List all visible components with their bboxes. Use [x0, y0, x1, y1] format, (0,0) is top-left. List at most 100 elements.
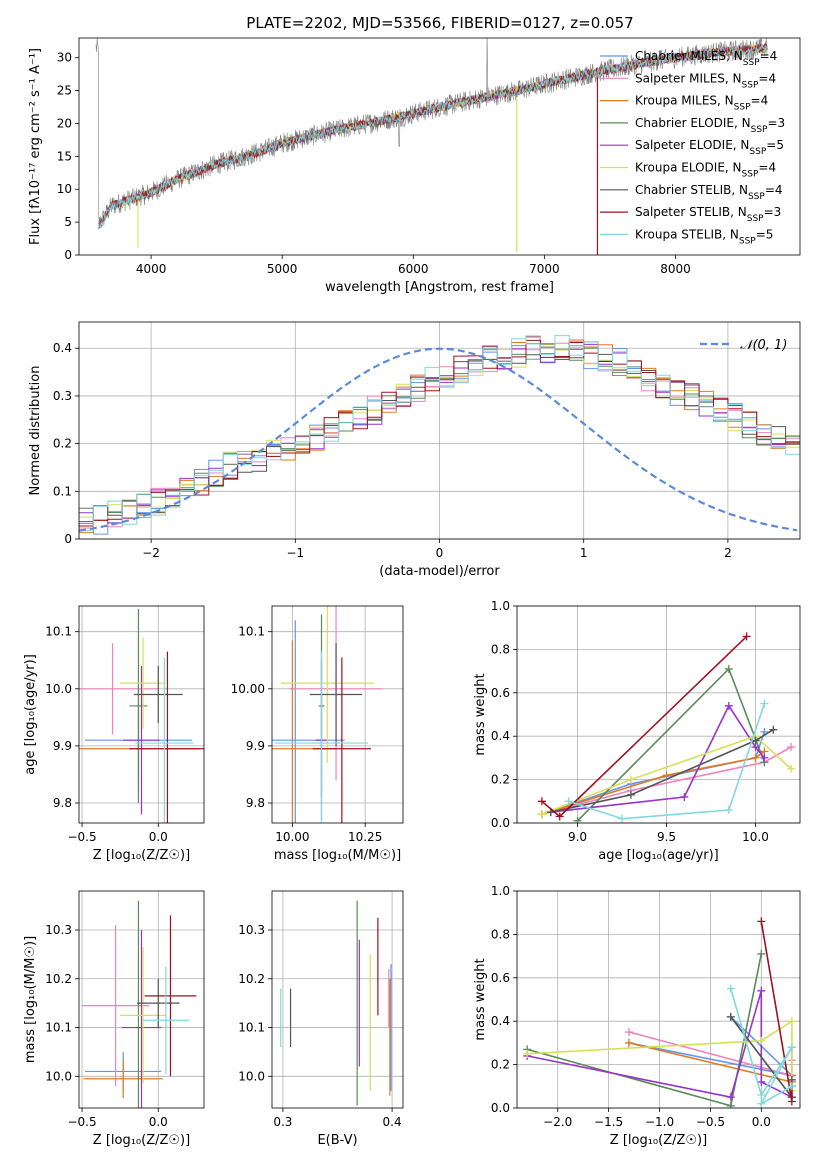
- x-tick-label: 9.5: [657, 830, 676, 844]
- axes-frame: [271, 605, 404, 824]
- grid: [272, 891, 403, 1108]
- y-axis-label: mass weight: [473, 673, 488, 755]
- axes-frame: [78, 605, 205, 824]
- marker-kroupa_elodie: [626, 775, 635, 784]
- marker-kroupa_miles: [662, 771, 671, 780]
- y-axis-label: Normed distribution: [28, 366, 43, 496]
- x-tick-label: 2: [724, 546, 732, 560]
- y-tick-label: 9.8: [246, 796, 265, 810]
- marker-salpeter_stelib: [787, 1097, 796, 1106]
- y-tick-label: 9.9: [53, 739, 72, 753]
- y-axis-label: mass [log₁₀(M/M☉)]: [23, 936, 38, 1063]
- panel-Z_weight: −2.0 −1.5 −1.0 −0.5 0.0 0.0 0.2 0.4 0.6 0.8 1.0 Z […: [473, 884, 801, 1148]
- x-axis-label: Z [log₁₀(Z/Z☉)]: [93, 1133, 190, 1148]
- axes-frame: [78, 321, 801, 540]
- marker-kroupa_stelib: [618, 814, 627, 823]
- y-tick-label: 0.4: [491, 729, 510, 743]
- panels: 4000 5000 6000 7000 8000051015202530waveleng…: [23, 37, 801, 1148]
- grid: [517, 605, 800, 824]
- x-tick-label: 6000: [398, 262, 429, 276]
- marker-salpeter_elodie: [757, 1077, 766, 1086]
- marker-salpeter_elodie: [680, 792, 689, 801]
- x-axis-label: Z [log₁₀(Z/Z☉)]: [93, 848, 190, 863]
- marker-kroupa_stelib: [787, 1082, 796, 1091]
- x-tick-label: 0.3: [273, 1115, 292, 1129]
- legend-label-kroupa_stelib: Kroupa STELIB, NSSP=5: [635, 227, 773, 246]
- x-tick-label: 0.4: [383, 1115, 402, 1129]
- x-tick-label: 5000: [267, 262, 298, 276]
- x-tick-label: 0: [436, 546, 444, 560]
- y-tick-label: 10: [57, 182, 72, 196]
- x-axis-label: E(B-V): [317, 1133, 357, 1148]
- legend-label-chabrier_stelib: Chabrier STELIB, NSSP=4: [635, 183, 783, 202]
- axes-frame: [516, 605, 801, 824]
- y-tick-label: 10.0: [45, 682, 72, 696]
- x-tick-label: 10.00: [275, 830, 309, 844]
- x-tick-label: −2: [142, 546, 160, 560]
- y-tick-label: 1.0: [491, 599, 510, 613]
- y-tick-label: 0.6: [491, 971, 510, 985]
- y-tick-label: 10.0: [238, 1069, 265, 1083]
- legend-label-normal: 𝒩(0, 1): [740, 338, 787, 353]
- y-tick-label: 1.0: [491, 884, 510, 898]
- y-tick-label: 0.8: [491, 927, 510, 941]
- y-tick-label: 0.4: [53, 341, 72, 355]
- y-tick-label: 9.9: [246, 739, 265, 753]
- y-tick-label: 0.6: [491, 686, 510, 700]
- x-tick-label: 7000: [529, 262, 560, 276]
- marker-salpeter_miles: [787, 743, 796, 752]
- y-tick-label: 5: [64, 215, 72, 229]
- marker-kroupa_stelib: [757, 1090, 766, 1099]
- y-tick-label: 25: [57, 84, 72, 98]
- marker-chabrier_elodie: [757, 949, 766, 958]
- y-tick-label: 0.3: [53, 389, 72, 403]
- series-line-chabrier_miles: [541, 731, 766, 816]
- x-tick-label: −1.5: [594, 1115, 623, 1129]
- y-tick-label: 0: [64, 532, 72, 546]
- grid: [79, 322, 800, 540]
- x-tick-label: 9.0: [568, 830, 587, 844]
- marker-salpeter_stelib: [555, 812, 564, 821]
- y-tick-label: 0.2: [491, 773, 510, 787]
- marker-kroupa_elodie: [787, 1017, 796, 1026]
- legend-label-salpeter_elodie: Salpeter ELODIE, NSSP=5: [635, 138, 784, 157]
- marker-kroupa_miles: [624, 1038, 633, 1047]
- marker-kroupa_elodie: [537, 810, 546, 819]
- panel-Z_vs_age: −0.5 0.0 9.8 9.9 10.0 10.1 Z [log₁₀(Z/Z☉)] age …: [23, 605, 205, 863]
- x-tick-label: −1: [286, 546, 304, 560]
- y-axis-label: mass weight: [473, 958, 488, 1040]
- x-axis-label: (data-model)/error: [379, 564, 500, 579]
- marker-kroupa_stelib: [564, 797, 573, 806]
- x-axis-label: age [log₁₀(age/yr)]: [598, 848, 719, 863]
- series-line-kroupa_stelib: [568, 703, 766, 820]
- legend: Chabrier MILES, NSSP=4 Salpeter MILES, NS…: [600, 49, 785, 246]
- y-tick-label: 10.1: [238, 625, 265, 639]
- panel-age_weight: 9.0 9.5 10.0 0.0 0.2 0.4 0.6 0.8 1.0 age [log₁₀(a…: [473, 599, 801, 863]
- marker-kroupa_elodie: [523, 1049, 532, 1058]
- panel-mass_vs_age: 10.00 10.25 9.8 9.9 10.00 10.1 mass [log₁₀(M/M…: [231, 605, 404, 863]
- marker-chabrier_elodie: [726, 1101, 735, 1108]
- x-axis-label: Z [log₁₀(Z/Z☉)]: [610, 1133, 707, 1148]
- marker-kroupa_stelib: [757, 1099, 766, 1108]
- marker-chabrier_stelib: [769, 725, 778, 734]
- plot-area: [272, 606, 383, 823]
- y-tick-label: 10.1: [45, 625, 72, 639]
- legend-label-chabrier_miles: Chabrier MILES, NSSP=4: [635, 49, 777, 68]
- plot-area: [79, 608, 204, 823]
- x-axis-label: wavelength [Angstrom, rest frame]: [325, 280, 554, 295]
- histogram-kroupa_stelib: [79, 335, 800, 539]
- x-tick-label: −0.5: [696, 1115, 725, 1129]
- y-tick-label: 0.8: [491, 642, 510, 656]
- y-tick-label: 0.0: [491, 816, 510, 830]
- axes-frame: [271, 890, 404, 1109]
- panel-residuals: −2 −1 0 1 2 0 0.1 0.2 0.3 0.4 (data-model)/error No…: [28, 321, 801, 579]
- y-tick-label: 10.1: [45, 1021, 72, 1035]
- plot-area: [280, 900, 392, 1106]
- y-tick-label: 10.2: [238, 972, 265, 986]
- y-tick-label: 0.4: [491, 1014, 510, 1028]
- marker-chabrier_elodie: [573, 816, 582, 823]
- legend-label-chabrier_elodie: Chabrier ELODIE, NSSP=3: [635, 116, 785, 135]
- plot-area: [79, 335, 800, 539]
- legend-label-kroupa_miles: Kroupa MILES, NSSP=4: [635, 94, 768, 113]
- x-tick-label: 10.25: [348, 830, 382, 844]
